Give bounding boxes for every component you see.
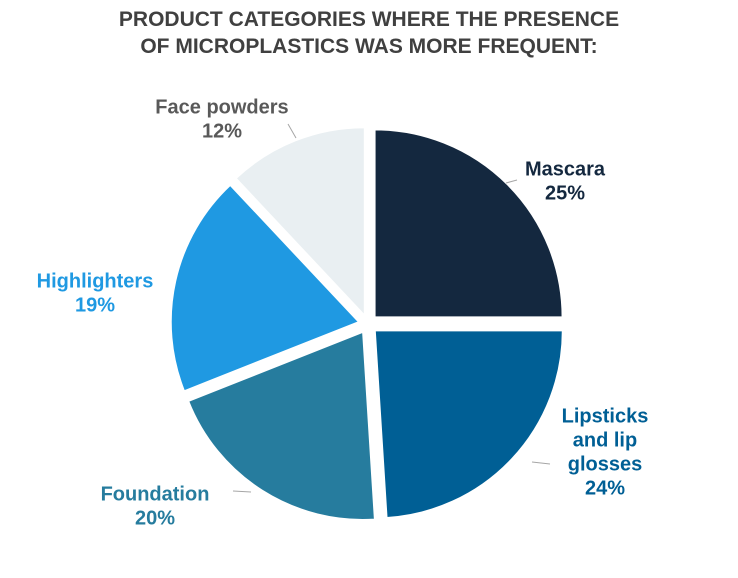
slice-value-label-highlighters: 19% <box>75 294 115 316</box>
slice-name-label-lipsticks-and-lip-glosses: and lip <box>573 429 637 451</box>
pie-slice-face-powders <box>235 127 365 316</box>
leader-line-lipsticks-and-lip-glosses <box>531 461 551 465</box>
chart-title: PRODUCT CATEGORIES WHERE THE PRESENCE OF… <box>0 6 738 60</box>
slice-value-label-mascara: 25% <box>545 182 585 204</box>
slice-name-label-lipsticks-and-lip-glosses: Lipsticks <box>562 405 649 427</box>
slice-name-label-foundation: Foundation <box>101 483 210 505</box>
slice-name-label-highlighters: Highlighters <box>37 270 154 292</box>
leader-line-face-powders <box>287 123 297 139</box>
slice-name-label-lipsticks-and-lip-glosses: glosses <box>568 453 642 475</box>
pie-slice-highlighters <box>170 184 360 392</box>
pie-slice-mascara <box>374 129 563 318</box>
slice-value-label-foundation: 20% <box>135 507 175 529</box>
slice-name-label-face-powders: Face powders <box>155 96 288 118</box>
slice-value-label-lipsticks-and-lip-glosses: 24% <box>585 477 625 499</box>
leader-line-foundation <box>232 490 252 493</box>
chart-title-line-1: PRODUCT CATEGORIES WHERE THE PRESENCE <box>118 8 620 31</box>
pie-slice-foundation <box>188 331 375 520</box>
slice-value-label-face-powders: 12% <box>202 120 242 142</box>
pie-slice-lipsticks-and-lip-glosses <box>374 330 563 519</box>
slice-name-label-mascara: Mascara <box>525 158 606 180</box>
leader-line-mascara <box>505 179 518 184</box>
chart-title-line-2: OF MICROPLASTICS WAS MORE FREQUENT: <box>140 35 598 58</box>
